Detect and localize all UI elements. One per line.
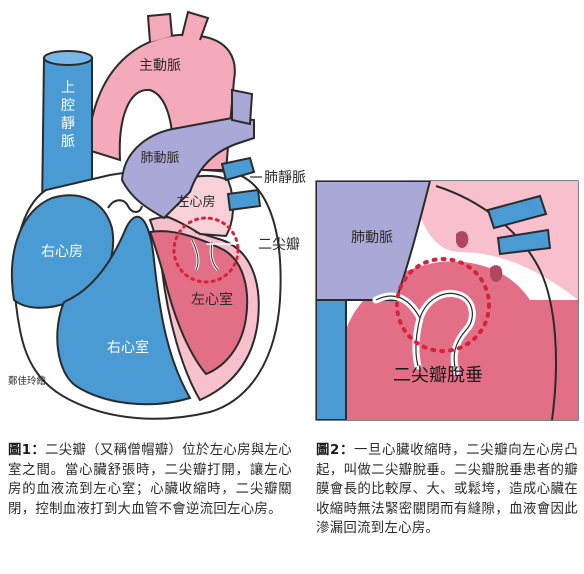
label-pulmonary-artery: 肺動脈: [140, 151, 179, 166]
pulmonary-vein-upper: [220, 156, 256, 182]
zoom-label-mvp: 二尖瓣脫垂: [393, 365, 483, 386]
zoom-right-ventricle: [316, 299, 347, 420]
artist-credit: 鄭佳玲繪: [8, 375, 47, 387]
label-right-atrium: 右心房: [41, 244, 83, 260]
label-left-ventricle: 左心室: [191, 291, 233, 308]
zoom-pulmonary-vein-lower: [496, 228, 552, 256]
label-pulmonary-vein: 肺靜脈: [264, 170, 306, 186]
pulmonary-artery: [120, 116, 255, 220]
label-svc: 上腔靜脈: [61, 80, 75, 150]
caption-2-text: 一旦心臟收縮時，二尖瓣向左心房凸起，叫做二尖瓣脫垂。二尖瓣脫垂患者的瓣膜會長的比…: [316, 443, 578, 536]
zoom-diagram: 肺動脈 二尖瓣脫垂: [315, 180, 579, 421]
label-aorta: 主動脈: [139, 58, 181, 74]
pulmonary-vein-lower: [226, 188, 262, 212]
label-left-atrium: 左心房: [176, 194, 215, 210]
caption-1-lead: 圖1：: [8, 443, 46, 458]
aortic-branches: [146, 10, 210, 43]
mitral-highlight-circle: [172, 216, 240, 284]
svc-opening: [43, 50, 93, 66]
caption-2-lead: 圖2：: [316, 443, 354, 458]
left-ventricle: [148, 230, 249, 376]
mitral-valve-outline: [191, 239, 219, 271]
heart-diagram: 上腔靜脈 主動脈 肺動脈 肺靜脈 左心房 二尖瓣 右心房 左心室 右心室 鄭佳玲…: [8, 10, 306, 420]
zoom-papillary-mark: [456, 231, 503, 282]
label-right-ventricle: 右心室: [107, 339, 149, 356]
pulmonary-artery-branch: [231, 88, 254, 126]
caption-figure-2: 圖2：一旦心臟收縮時，二尖瓣向左心房凸起，叫做二尖瓣脫垂。二尖瓣脫垂患者的瓣膜會…: [316, 441, 578, 539]
caption-figure-1: 圖1：二尖瓣（又稱僧帽瓣）位於左心房與左心室之間。當心臟舒張時，二尖瓣打開，讓左…: [8, 441, 292, 519]
caption-1-text: 二尖瓣（又稱僧帽瓣）位於左心房與左心室之間。當心臟舒張時，二尖瓣打開，讓左心房的…: [8, 443, 293, 517]
zoom-pulmonary-vein-upper: [486, 194, 548, 230]
label-mitral-valve: 二尖瓣: [258, 237, 300, 253]
right-ventricle: [56, 215, 192, 406]
aortic-valve: [107, 199, 143, 213]
zoom-highlight-circle: [395, 257, 491, 353]
zoom-wall-stroke: [435, 185, 557, 420]
zoom-label-pulmonary-artery: 肺動脈: [351, 230, 393, 246]
